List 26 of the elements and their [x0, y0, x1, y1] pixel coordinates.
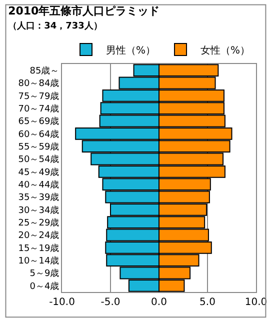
y-tick-label: 5～9歳 [30, 268, 60, 280]
y-tick-label: 50～54歳 [18, 154, 60, 166]
x-tick-label: 5.0 [200, 297, 216, 308]
y-tick-label: 15～19歳 [18, 242, 60, 254]
y-tick-label: 30～34歳 [18, 204, 60, 216]
y-tick-label: 45～49歳 [18, 166, 60, 178]
y-tick-label: 35～39歳 [18, 192, 60, 204]
y-tick-label: 10～14歳 [18, 255, 60, 266]
y-tick-label: 25～29歳 [18, 217, 60, 228]
y-tick-label: 75～79歳 [18, 90, 60, 102]
y-tick-label: 0～4歳 [30, 280, 60, 292]
chart-title: 2010年五條市人口ピラミッド [8, 4, 160, 18]
y-tick-label: 80～84歳 [18, 78, 60, 90]
x-tick-label: -5.0 [100, 297, 120, 308]
y-tick-label: 65～69歳 [18, 116, 60, 128]
y-tick-label: 55～59歳 [18, 141, 60, 152]
y-tick-label: 85歳～ [30, 65, 60, 76]
x-tick-label: -10.0 [49, 297, 75, 308]
chart-subtitle: （人口：34，733人） [8, 20, 102, 32]
x-tick-label: 0.0 [151, 297, 167, 308]
legend-label: 男性（%） [106, 44, 156, 56]
y-tick-label: 20～24歳 [18, 230, 60, 242]
y-tick-label: 40～44歳 [18, 179, 60, 190]
y-tick-label: 60～64歳 [18, 128, 60, 140]
y-tick-label: 70～74歳 [18, 103, 60, 114]
legend-label: 女性（%） [200, 44, 250, 56]
